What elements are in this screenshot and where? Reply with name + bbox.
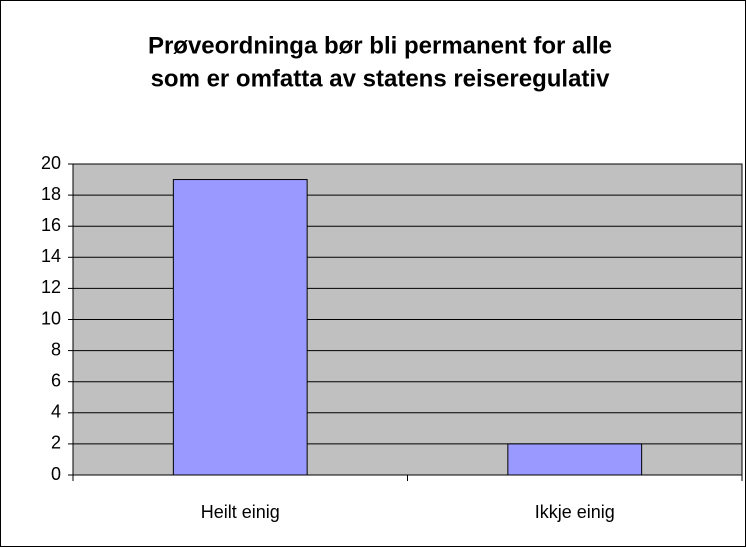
y-tick-label: 14	[41, 246, 61, 266]
chart-title: som er omfatta av statens reiseregulativ	[151, 65, 611, 92]
y-tick-label: 8	[51, 339, 61, 359]
y-tick-label: 0	[51, 464, 61, 484]
y-tick-label: 20	[41, 153, 61, 173]
y-tick-label: 16	[41, 215, 61, 235]
y-tick-label: 10	[41, 308, 61, 328]
x-tick-label: Heilt einig	[201, 502, 280, 522]
bar	[507, 443, 643, 476]
y-tick-label: 4	[51, 402, 61, 422]
y-tick-label: 18	[41, 184, 61, 204]
y-tick-label: 2	[51, 433, 61, 453]
bar	[172, 179, 308, 476]
y-tick-label: 6	[51, 370, 61, 390]
x-tick-label: Ikkje einig	[535, 502, 615, 522]
chart-title: Prøveordninga bør bli permanent for alle	[148, 32, 612, 59]
y-tick-label: 12	[41, 277, 61, 297]
